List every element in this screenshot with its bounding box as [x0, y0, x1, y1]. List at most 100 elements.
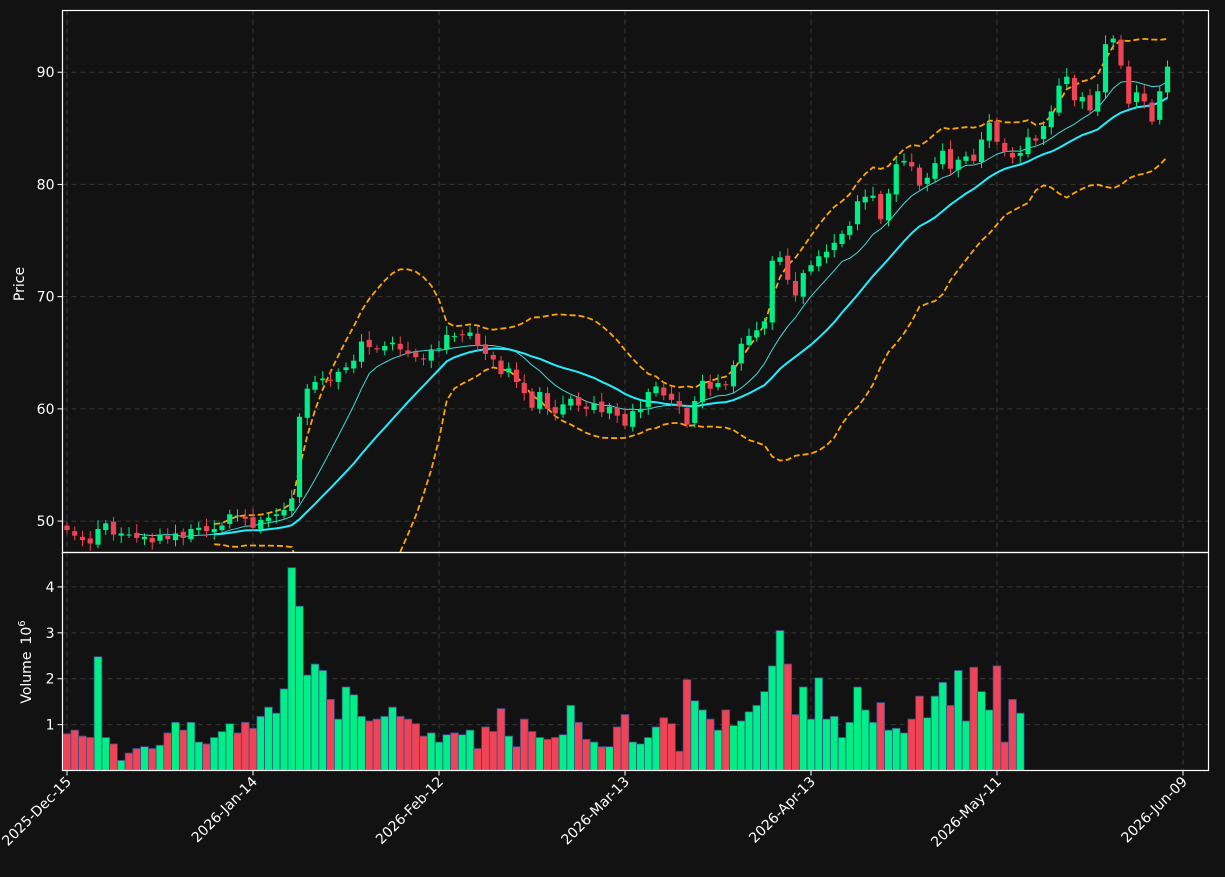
price-y-tick-label: 50 [37, 514, 55, 530]
volume-bar [434, 741, 444, 771]
candle-body [692, 401, 698, 423]
candle-body [420, 358, 427, 360]
candle-body [103, 523, 109, 531]
candle-body [847, 225, 853, 235]
candle-body [653, 386, 659, 394]
candle-body [242, 516, 248, 519]
volume-bar [752, 704, 762, 771]
candle-body [1025, 137, 1031, 155]
volume-y-ticks: 1 2 3 4 [46, 580, 63, 734]
volume-bar [279, 688, 289, 771]
candle-body [552, 407, 558, 414]
candle-body [366, 339, 372, 348]
volume-bar [178, 729, 188, 771]
volume-bar [70, 729, 80, 771]
candle-body [1040, 126, 1047, 139]
volume-bar [248, 727, 258, 771]
volume-bar [907, 718, 917, 771]
volume-bar [612, 726, 622, 771]
candle-body [475, 333, 481, 347]
candle-body [878, 193, 884, 220]
volume-bar [674, 750, 684, 771]
candle-body [196, 527, 202, 531]
candle-body [645, 392, 651, 408]
candle-body [227, 514, 233, 524]
candle-body [1102, 44, 1109, 93]
volume-bar [357, 715, 366, 771]
candle-body [459, 334, 465, 336]
candle-body [769, 260, 775, 323]
volume-bar [318, 670, 328, 771]
volume-bar [775, 630, 785, 771]
candle-body [800, 273, 806, 297]
candle-body [529, 391, 535, 408]
candle-body [901, 160, 907, 163]
candle-body [916, 167, 923, 186]
volume-bar [829, 715, 839, 771]
candle-body [343, 367, 349, 371]
volume-bar [62, 733, 72, 771]
candle-body [188, 528, 194, 540]
candle-body [506, 368, 512, 373]
volume-bar [620, 714, 630, 771]
volume-bar [736, 720, 746, 771]
candle-body [940, 150, 946, 165]
candle-body [684, 407, 690, 425]
price-axis-label: Price [12, 267, 28, 301]
candle-body [451, 335, 458, 337]
candle-body [180, 531, 186, 538]
volume-bar [465, 729, 475, 771]
volume-bar [163, 732, 173, 771]
candle-body [258, 519, 264, 529]
candle-body [157, 534, 163, 541]
candle-body [1141, 93, 1147, 102]
candle-body [630, 411, 636, 427]
volume-bar [527, 731, 537, 771]
volume-bar [690, 700, 700, 771]
price-y-tick-label: 90 [37, 65, 55, 81]
candle-body [320, 378, 326, 381]
moving-averages [136, 80, 1169, 538]
volume-y-tick-label: 1 [46, 718, 55, 734]
bollinger-lower-line [214, 155, 1169, 553]
volume-bar [713, 729, 723, 771]
candle-body [1149, 102, 1155, 122]
volume-bar [605, 746, 614, 771]
volume-bar [729, 725, 738, 771]
candle-body [134, 532, 140, 538]
volume-bar [930, 695, 940, 771]
volume-axis-unit-exponent: 6 [17, 620, 28, 626]
volume-bar [938, 681, 948, 771]
candle-body [715, 383, 721, 387]
volume-axis-unit: 10 [19, 627, 35, 645]
volume-bar [636, 743, 645, 771]
volume-bar [310, 663, 320, 771]
volume-bar [550, 737, 560, 771]
bollinger-bands [214, 37, 1169, 553]
volume-bar [543, 738, 552, 771]
volume-bar [860, 709, 870, 771]
candle-body [823, 251, 830, 258]
candle-body [203, 526, 210, 532]
volume-bar [519, 718, 529, 771]
candle-body [676, 401, 682, 407]
volume-bar [302, 674, 312, 771]
candle-body [397, 343, 403, 350]
volume-bar [140, 746, 149, 771]
candle-body [1164, 66, 1171, 93]
volume-bar [341, 686, 351, 771]
volume-bar [395, 715, 405, 771]
volume-bar [85, 737, 95, 771]
candle-body [1064, 76, 1070, 85]
volume-bar [946, 704, 955, 771]
volume-bar [915, 695, 924, 771]
candle-body [95, 528, 101, 545]
volume-bar [155, 744, 165, 771]
volume-bar [217, 731, 227, 771]
volume-bar [93, 656, 103, 771]
volume-bar [388, 706, 397, 771]
price-y-ticks: 50 60 70 80 90 [37, 65, 63, 530]
volume-bar [667, 723, 676, 771]
candle-body [971, 154, 977, 161]
volume-bar [380, 715, 390, 771]
